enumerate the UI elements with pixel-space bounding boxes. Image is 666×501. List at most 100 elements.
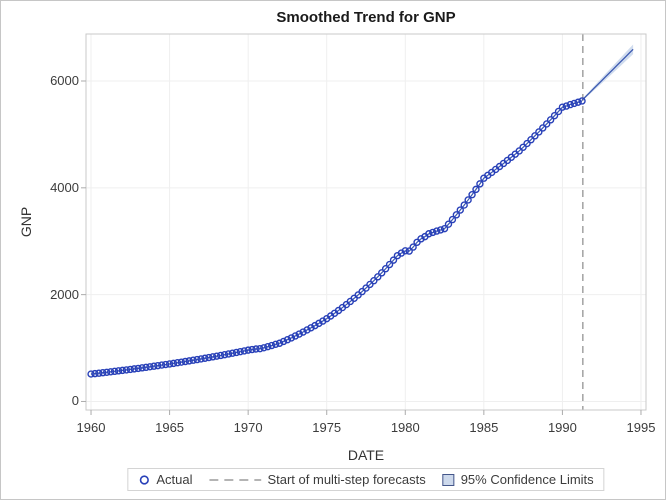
actual-data-point [448,215,457,224]
actual-data-point [95,369,103,377]
actual-data-point [142,363,150,372]
actual-data-point [385,260,394,269]
actual-data-point [248,345,256,354]
actual-data-point [205,353,213,362]
actual-data-point [216,351,225,360]
actual-data-point [287,334,296,342]
actual-data-point [91,369,99,378]
actual-data-point [275,339,284,347]
actual-data-point [264,342,272,351]
actual-data-point [542,120,551,128]
actual-data-point [268,341,276,350]
actual-data-point [122,366,131,374]
actual-data-point [456,206,464,214]
actual-data-point [185,357,193,365]
actual-data-point [134,364,142,373]
actual-data-point [260,344,268,352]
actual-data-point [531,132,539,140]
actual-data-point [87,370,95,378]
actual-data-point [558,103,567,111]
actual-data-point [291,332,299,340]
actual-data-point [562,102,571,110]
actual-data-point [362,284,370,292]
actual-data-point [409,243,417,251]
actual-data-point [252,345,260,353]
y-tick-label: 4000 [50,179,79,195]
chart-title: Smoothed Trend for GNP [276,9,456,26]
actual-data-point [283,336,292,344]
actual-data-point [444,220,453,228]
forecast-trend-line [581,48,634,101]
actual-data-point [213,352,221,360]
actual-data-point [535,128,543,136]
actual-data-point [405,247,413,255]
actual-data-point [130,365,138,373]
actual-data-point [114,367,123,375]
confidence-square-icon [442,473,455,486]
actual-data-point [389,256,398,264]
actual-data-point [476,180,484,188]
actual-data-point [209,353,217,361]
actual-data-point [118,366,127,375]
actual-data-point [197,355,205,363]
x-axis-title: DATE [347,447,385,463]
actual-data-point [452,211,461,219]
actual-data-point [295,330,303,338]
actual-data-point [158,361,166,369]
actual-data-point [189,356,197,364]
legend-item-actual: Actual [138,472,192,487]
actual-data-point [299,328,307,336]
actual-data-point [433,227,441,235]
x-tick-label: 1985 [469,420,499,435]
actual-data-point [570,99,578,108]
actual-data-point [527,135,535,144]
x-tick-label: 1990 [547,420,577,435]
actual-data-point [271,340,280,349]
actual-data-point [550,111,559,120]
actual-data-point [173,359,182,367]
actual-data-point [126,365,135,374]
actual-data-point [378,269,386,277]
actual-data-point [169,359,178,368]
actual-data-point [539,124,547,132]
actual-data-point [220,351,229,359]
actual-data-point [103,368,111,376]
actual-data-point [566,100,574,109]
actual-data-point [578,97,586,105]
actual-data-point [381,265,390,273]
actual-data-point [201,354,209,362]
actual-data-point [366,280,374,289]
x-tick-label: 1995 [626,420,656,435]
legend-label-confidence: 95% Confidence Limits [460,472,594,487]
actual-data-point [303,326,311,334]
actual-data-point [236,347,244,356]
x-tick-label: 1960 [76,420,106,435]
circle-marker-icon [139,474,149,485]
actual-data-point [228,349,237,357]
actual-data-point [374,273,382,281]
x-tick-label: 1965 [155,420,185,435]
actual-data-point [161,360,170,369]
actual-data-point [279,337,288,346]
actual-data-point [436,226,445,234]
x-tick-label: 1975 [312,420,342,435]
legend-item-confidence: 95% Confidence Limits [442,472,594,487]
actual-data-point [181,357,190,366]
actual-data-point [106,368,115,376]
y-tick-label: 2000 [50,286,79,302]
actual-data-point [165,360,174,368]
actual-data-point [429,228,437,237]
actual-data-point [460,201,468,209]
actual-data-point [468,191,476,199]
actual-data-point [472,185,480,194]
actual-data-point [425,230,433,238]
legend: Actual Start of multi-step forecasts 95%… [127,468,605,491]
actual-data-point [224,350,233,358]
actual-data-point [154,361,162,370]
actual-data-point [150,362,158,370]
actual-data-point [515,147,523,155]
actual-data-point [138,364,146,372]
actual-data-point [146,363,154,371]
